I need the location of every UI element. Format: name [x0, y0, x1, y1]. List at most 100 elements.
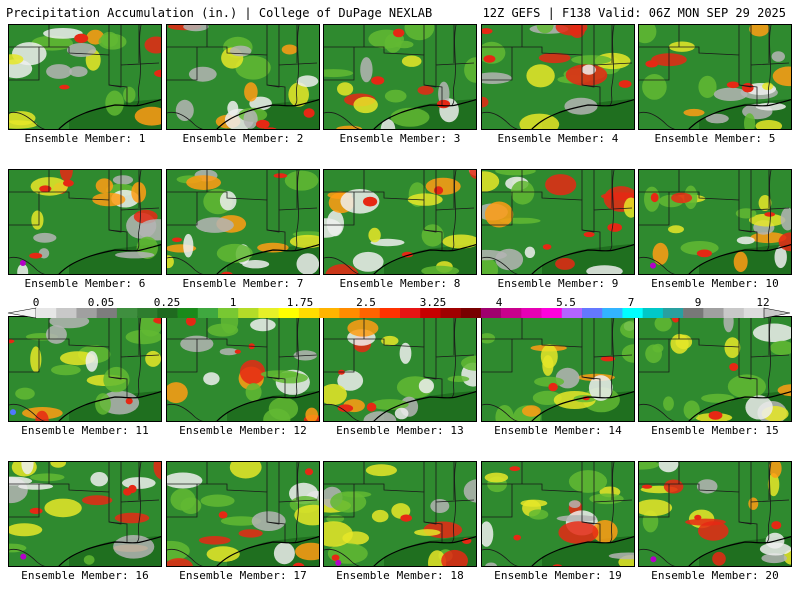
- colorbar-segment: [116, 308, 138, 318]
- precip-map: [323, 316, 477, 422]
- colorbar-segment: [298, 308, 320, 318]
- colorbar-min-arrow: [7, 307, 37, 319]
- colorbar-segment: [561, 308, 583, 318]
- colorbar-segment: [76, 308, 97, 318]
- colorbar-segment: [400, 308, 421, 318]
- precip-map: [323, 169, 477, 275]
- colorbar-segment: [278, 308, 300, 318]
- ensemble-panel: Ensemble Member: 19: [481, 461, 635, 584]
- colorbar-tick-label: 7: [627, 296, 635, 309]
- precip-map: [166, 316, 320, 422]
- header: Precipitation Accumulation (in.) | Colle…: [0, 0, 800, 22]
- ensemble-member-caption: Ensemble Member: 13: [336, 424, 464, 437]
- colorbar-tick-label: 1.75: [286, 296, 314, 309]
- colorbar-tick-label: 0.25: [153, 296, 181, 309]
- precip-map: [638, 316, 792, 422]
- ensemble-panel: Ensemble Member: 13: [323, 316, 477, 439]
- ensemble-member-caption: Ensemble Member: 9: [497, 277, 619, 290]
- colorbar-tick-label: 4: [495, 296, 503, 309]
- colorbar-segment: [460, 308, 482, 318]
- colorbar-segment: [258, 308, 279, 318]
- colorbar-segment: [218, 308, 239, 318]
- colorbar-segment: [622, 308, 643, 318]
- color-scale-bar: [7, 307, 791, 319]
- colorbar-segment: [501, 308, 522, 318]
- ensemble-panel: Ensemble Member: 15: [638, 316, 792, 439]
- precip-map: [166, 24, 320, 130]
- ensemble-panel: Ensemble Member: 3: [323, 24, 477, 147]
- ensemble-panel: Ensemble Member: 20: [638, 461, 792, 584]
- precip-map: [638, 169, 792, 275]
- colorbar-segment: [319, 308, 340, 318]
- ensemble-member-caption: Ensemble Member: 2: [182, 132, 304, 145]
- colorbar-tick-label: 3.25: [419, 296, 447, 309]
- colorbar-segment: [582, 308, 603, 318]
- precip-map: [8, 461, 162, 567]
- ensemble-member-caption: Ensemble Member: 4: [497, 132, 619, 145]
- ensemble-member-caption: Ensemble Member: 19: [494, 569, 622, 582]
- ensemble-panel: Ensemble Member: 18: [323, 461, 477, 584]
- ensemble-panel: Ensemble Member: 6: [8, 169, 162, 292]
- colorbar-segment: [420, 308, 441, 318]
- colorbar-segment: [339, 308, 360, 318]
- ensemble-member-caption: Ensemble Member: 1: [24, 132, 146, 145]
- precip-map: [481, 316, 635, 422]
- colorbar-segment: [197, 308, 219, 318]
- ensemble-panel: Ensemble Member: 17: [166, 461, 320, 584]
- colorbar-tick-label: 9: [694, 296, 702, 309]
- colorbar-segment: [177, 308, 199, 318]
- colorbar-segment: [379, 308, 401, 318]
- colorbar-tick-label: 2.5: [356, 296, 376, 309]
- colorbar-segment: [157, 308, 178, 318]
- ensemble-member-caption: Ensemble Member: 17: [179, 569, 307, 582]
- precip-map: [8, 169, 162, 275]
- product-title: Precipitation Accumulation (in.) | Colle…: [6, 6, 433, 20]
- precip-map: [166, 461, 320, 567]
- ensemble-panel: Ensemble Member: 1: [8, 24, 162, 147]
- colorbar-segment: [359, 308, 381, 318]
- ensemble-member-caption: Ensemble Member: 5: [654, 132, 776, 145]
- colorbar-segment: [480, 308, 502, 318]
- ensemble-member-caption: Ensemble Member: 7: [182, 277, 304, 290]
- colorbar-segment: [602, 308, 623, 318]
- ensemble-panel: Ensemble Member: 12: [166, 316, 320, 439]
- colorbar-segment: [440, 308, 461, 318]
- colorbar-max-arrow: [763, 307, 791, 319]
- precip-map: [638, 461, 792, 567]
- ensemble-member-caption: Ensemble Member: 20: [651, 569, 779, 582]
- ensemble-panel: Ensemble Member: 14: [481, 316, 635, 439]
- colorbar-segment: [683, 308, 704, 318]
- ensemble-panel: Ensemble Member: 5: [638, 24, 792, 147]
- colorbar-segment: [238, 308, 259, 318]
- colorbar-segment: [723, 308, 745, 318]
- ensemble-member-caption: Ensemble Member: 3: [339, 132, 461, 145]
- precip-map: [481, 24, 635, 130]
- ensemble-member-caption: Ensemble Member: 18: [336, 569, 464, 582]
- ensemble-member-caption: Ensemble Member: 8: [339, 277, 461, 290]
- precip-map: [638, 24, 792, 130]
- precip-map: [481, 169, 635, 275]
- ensemble-panel: Ensemble Member: 10: [638, 169, 792, 292]
- colorbar-segment: [642, 308, 664, 318]
- ensemble-panel: Ensemble Member: 8: [323, 169, 477, 292]
- precip-map: [481, 461, 635, 567]
- ensemble-panel: Ensemble Member: 4: [481, 24, 635, 147]
- ensemble-member-caption: Ensemble Member: 14: [494, 424, 622, 437]
- ensemble-panel: Ensemble Member: 2: [166, 24, 320, 147]
- colorbar-segment: [96, 308, 118, 318]
- ensemble-member-caption: Ensemble Member: 10: [651, 277, 779, 290]
- colorbar-tick-label: 0.05: [87, 296, 115, 309]
- ensemble-member-caption: Ensemble Member: 16: [21, 569, 149, 582]
- ensemble-panel: Ensemble Member: 9: [481, 169, 635, 292]
- colorbar-tick-label: 1: [229, 296, 237, 309]
- ensemble-member-caption: Ensemble Member: 6: [24, 277, 146, 290]
- colorbar-segment: [662, 308, 684, 318]
- colorbar-segment: [137, 308, 158, 318]
- ensemble-member-caption: Ensemble Member: 11: [21, 424, 149, 437]
- precip-map: [323, 24, 477, 130]
- ensemble-panel: Ensemble Member: 16: [8, 461, 162, 584]
- precip-map: [166, 169, 320, 275]
- colorbar-segment: [36, 308, 57, 318]
- ensemble-panel: Ensemble Member: 11: [8, 316, 162, 439]
- colorbar-segment: [743, 308, 765, 318]
